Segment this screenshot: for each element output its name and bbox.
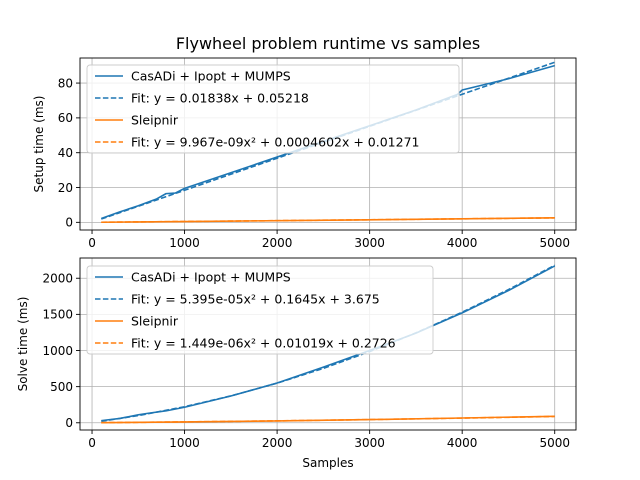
solve-legend-label-3: Fit: y = 1.449e-06x² + 0.01019x + 0.2726 <box>131 336 396 351</box>
solve-y-axis-label: Solve time (ms) <box>16 297 30 392</box>
setup-x-tick-label: 3000 <box>354 236 385 250</box>
setup-axes-frame <box>79 57 577 231</box>
solve-legend-box <box>86 265 434 355</box>
setup-x-tick-label: 0 <box>88 236 96 250</box>
figure-title: Flywheel problem runtime vs samples <box>176 34 480 53</box>
solve-y-tick-label: 1500 <box>42 308 73 322</box>
solve-series-3-fit-line <box>101 415 555 424</box>
solve-axes-frame <box>79 257 577 431</box>
setup-y-axis-label: Setup time (ms) <box>32 96 46 193</box>
solve-legend: CasADi + Ipopt + MUMPS Fit: y = 5.395e-05… <box>86 265 434 355</box>
solve-time-axes: 0 1000 2000 3000 4000 5000 0 500 1000 1500 2000 Sol… <box>16 257 577 450</box>
solve-series-0-line <box>101 265 556 422</box>
solve-x-tick-label: 0 <box>88 436 96 450</box>
setup-x-tick-label: 2000 <box>262 236 293 250</box>
solve-y-tick-label: 500 <box>50 380 73 394</box>
solve-y-tick-label: 1000 <box>42 344 73 358</box>
solve-legend-label-2: Sleipnir <box>131 314 179 329</box>
setup-y-tick-label: 0 <box>65 216 73 230</box>
solve-x-tick-label: 1000 <box>169 436 200 450</box>
setup-legend-label-0: CasADi + Ipopt + MUMPS <box>131 69 291 84</box>
solve-y-tick-label: 2000 <box>42 272 73 286</box>
solve-x-tick-label: 5000 <box>539 436 570 450</box>
setup-legend-label-2: Sleipnir <box>131 113 179 128</box>
solve-series-1-fit-line <box>101 264 556 423</box>
setup-x-tick-label: 5000 <box>539 236 570 250</box>
solve-legend-label-0: CasADi + Ipopt + MUMPS <box>131 270 291 285</box>
setup-series-3-fit-line <box>101 217 555 224</box>
solve-y-tick-label: 0 <box>65 416 73 430</box>
setup-time-axes: 0 1000 2000 3000 4000 5000 0 20 40 60 80 Setup time… <box>32 57 577 250</box>
setup-legend-label-1: Fit: y = 0.01838x + 0.05218 <box>131 91 309 106</box>
setup-x-tick-label: 4000 <box>447 236 478 250</box>
x-axis-label: Samples <box>302 456 353 470</box>
solve-x-tick-label: 4000 <box>447 436 478 450</box>
setup-legend-box <box>86 64 460 154</box>
setup-y-tick-label: 80 <box>58 76 73 90</box>
setup-legend: CasADi + Ipopt + MUMPS Fit: y = 0.01838x … <box>86 64 460 154</box>
setup-y-tick-label: 40 <box>58 146 73 160</box>
solve-x-tick-label: 3000 <box>354 436 385 450</box>
solve-x-tick-label: 2000 <box>262 436 293 450</box>
setup-y-tick-label: 20 <box>58 181 73 195</box>
setup-y-tick-label: 60 <box>58 111 73 125</box>
setup-legend-label-3: Fit: y = 9.967e-09x² + 0.0004602x + 0.01… <box>131 135 419 150</box>
setup-x-tick-label: 1000 <box>169 236 200 250</box>
solve-legend-label-1: Fit: y = 5.395e-05x² + 0.1645x + 3.675 <box>131 292 380 307</box>
